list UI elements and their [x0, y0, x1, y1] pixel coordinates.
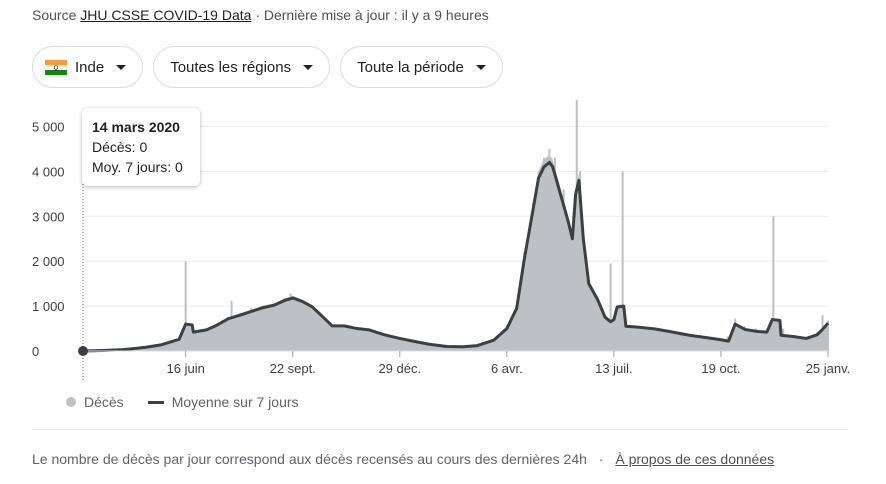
source-prefix: Source — [32, 7, 77, 23]
x-tick-label: 29 déc. — [378, 361, 421, 376]
caret-down-icon — [303, 64, 314, 70]
y-tick-label: 4 000 — [32, 164, 65, 179]
y-tick-label: 0 — [32, 344, 39, 359]
tooltip-date: 14 mars 2020 — [92, 119, 180, 135]
caret-down-icon — [475, 64, 486, 70]
caret-down-icon — [116, 64, 127, 70]
region-dropdown[interactable]: Toutes les régions — [153, 46, 331, 88]
about-data-link[interactable]: À propos de ces données — [615, 451, 775, 467]
hover-point — [78, 346, 88, 356]
deaths-bar — [609, 263, 612, 351]
tooltip-avg: Moy. 7 jours: 0 — [92, 159, 183, 175]
marker-layer — [78, 160, 88, 381]
source-line: Source JHU CSSE COVID-19 Data · Dernière… — [32, 7, 489, 23]
legend-average: Moyenne sur 7 jours — [171, 394, 299, 410]
y-tick-label: 2 000 — [32, 254, 65, 269]
legend-dot-icon — [66, 397, 76, 407]
country-label: Inde — [75, 58, 105, 76]
seven-day-average-line — [82, 160, 830, 353]
x-tick-label: 25 janv. — [806, 361, 851, 376]
x-tick-label: 13 juil. — [595, 361, 633, 376]
deaths-chart[interactable]: 0 1 000 2 000 3 000 4 000 5 000 16 juin 22 sept… — [0, 100, 886, 390]
footer-note: Le nombre de décès par jour correspond a… — [32, 451, 587, 467]
tooltip-deaths: Décès: 0 — [92, 139, 148, 155]
y-tick-label: 1 000 — [32, 299, 65, 314]
country-dropdown[interactable]: Inde — [32, 46, 144, 88]
x-tick-label: 22 sept. — [270, 361, 316, 376]
region-label: Toutes les régions — [170, 58, 292, 76]
deaths-bar — [184, 261, 187, 351]
deaths-bar — [772, 216, 775, 351]
footer-separator: · — [598, 451, 604, 467]
last-updated: · Dernière mise à jour : il y a 9 heures — [255, 7, 489, 23]
filter-bar: Inde Toutes les régions Toute la période — [32, 46, 503, 90]
period-label: Toute la période — [357, 58, 464, 76]
y-tick-label: 5 000 — [32, 119, 65, 134]
footer: Le nombre de décès par jour correspond a… — [32, 451, 774, 467]
legend-line-icon — [147, 400, 164, 404]
axis-layer: 0 1 000 2 000 3 000 4 000 5 000 16 juin 22 sept… — [32, 119, 850, 376]
x-tick-label: 19 oct. — [701, 361, 740, 376]
legend-deaths: Décès — [84, 394, 124, 410]
x-tick-label: 6 avr. — [491, 361, 523, 376]
source-link[interactable]: JHU CSSE COVID-19 Data — [80, 7, 252, 23]
avg-line-layer — [82, 160, 830, 353]
period-dropdown[interactable]: Toute la période — [340, 46, 503, 88]
chart-legend: Décès Moyenne sur 7 jours — [66, 394, 299, 410]
deaths-bar — [621, 171, 624, 351]
chart-tooltip: 14 mars 2020 Décès: 0 Moy. 7 jours: 0 — [82, 108, 200, 186]
x-tick-label: 16 juin — [167, 361, 205, 376]
divider — [32, 429, 848, 430]
bars-layer — [101, 100, 829, 352]
india-flag-icon — [45, 59, 67, 75]
y-tick-label: 3 000 — [32, 209, 65, 224]
